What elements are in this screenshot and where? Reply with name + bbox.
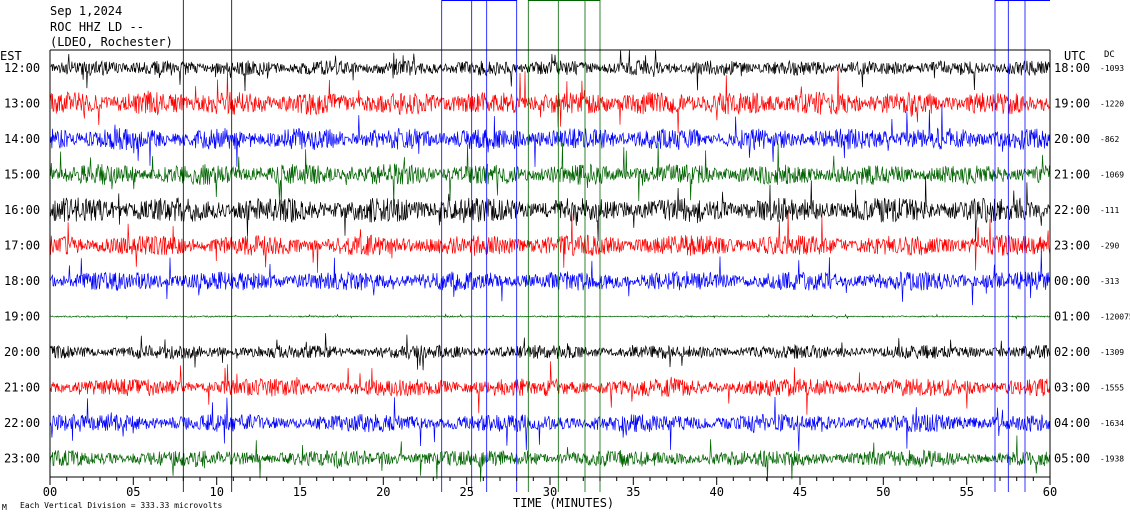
x-tick-label: 40 [709,485,723,499]
trace-2200 [49,396,1051,452]
dc-label: -1938 [1100,455,1124,464]
est-label: 23:00 [4,452,40,466]
est-label: 18:00 [4,274,40,288]
utc-label: 04:00 [1054,416,1090,430]
est-label: 15:00 [4,168,40,182]
utc-label: 01:00 [1054,310,1090,324]
dc-label: -1093 [1100,64,1124,73]
est-hour-labels: 12:00 13:00 14:00 15:00 16:00 17:00 18:00 19:00… [4,61,40,466]
dc-offset-labels: -1093 -1220 -862 -1069 -111 -290 -313 -120075 -1… [1100,64,1130,464]
dc-label: -1555 [1100,384,1124,393]
header-backdrop [48,2,168,49]
est-label: 13:00 [4,97,40,111]
utc-label: 23:00 [1054,239,1090,253]
x-tick-label: 35 [626,485,640,499]
trace-2100 [49,361,1051,415]
dc-label: -862 [1100,135,1119,144]
x-tick-label: 15 [293,485,307,499]
left-axis-title: EST [0,49,22,63]
dc-label: -313 [1100,277,1119,286]
x-axis-ticks: 00 05 10 15 20 25 30 35 40 45 50 55 60 [43,477,1057,499]
est-label: 17:00 [4,239,40,253]
dc-label: -1220 [1100,100,1124,109]
utc-label: 05:00 [1054,452,1090,466]
est-label: 14:00 [4,132,40,146]
x-tick-label: 25 [459,485,473,499]
utc-label: 00:00 [1054,274,1090,288]
trace-1400 [49,104,1051,167]
x-tick-label: 00 [43,485,57,499]
x-axis-title: TIME (MINUTES) [513,496,614,510]
utc-label: 19:00 [1054,97,1090,111]
trace-2300 [49,435,1051,482]
est-label: 21:00 [4,381,40,395]
x-tick-label: 20 [376,485,390,499]
scale-note: Each Vertical Division = 333.33 microvol… [20,501,222,510]
dc-label: -120075 [1100,313,1130,322]
est-label: 16:00 [4,203,40,217]
est-label: 20:00 [4,345,40,359]
header-network: (LDEO, Rochester) [50,35,173,49]
est-label: 22:00 [4,416,40,430]
trace-1300 [49,67,1051,134]
utc-label: 20:00 [1054,132,1090,146]
trace-1500 [49,142,1051,207]
x-tick-label: 55 [959,485,973,499]
trace-1700 [49,212,1051,273]
trace-1800 [49,250,1051,306]
est-label: 19:00 [4,310,40,324]
utc-label: 18:00 [1054,61,1090,75]
x-tick-label: 60 [1043,485,1057,499]
dc-label: -1634 [1100,419,1124,428]
x-tick-label: 30 [543,485,557,499]
right-axis-title: UTC [1064,49,1086,63]
trace-1600 [49,176,1051,242]
x-tick-label: 10 [209,485,223,499]
dc-label: -1309 [1100,348,1124,357]
dc-label: -290 [1100,242,1119,251]
utc-label: 03:00 [1054,381,1090,395]
x-tick-label: 05 [126,485,140,499]
dc-label: -111 [1100,206,1119,215]
x-tick-label: 45 [793,485,807,499]
est-label: 12:00 [4,61,40,75]
utc-label: 02:00 [1054,345,1090,359]
event-spike-group [182,0,1050,492]
utc-hour-labels: 18:00 19:00 20:00 21:00 22:00 23:00 00:00 01:00… [1054,61,1090,466]
utc-label: 22:00 [1054,203,1090,217]
x-tick-label: 50 [876,485,890,499]
scale-note-marker: M [2,503,7,512]
header-station: ROC HHZ LD -- [50,20,144,34]
dc-label: -1069 [1100,171,1124,180]
trace-1900 [49,313,1051,320]
trace-group [49,49,1051,482]
header-date: Sep 1,2024 [50,4,122,18]
trace-2000 [49,333,1051,371]
utc-label: 21:00 [1054,168,1090,182]
trace-1200 [49,49,1051,92]
dc-column-title: DC [1104,50,1115,60]
